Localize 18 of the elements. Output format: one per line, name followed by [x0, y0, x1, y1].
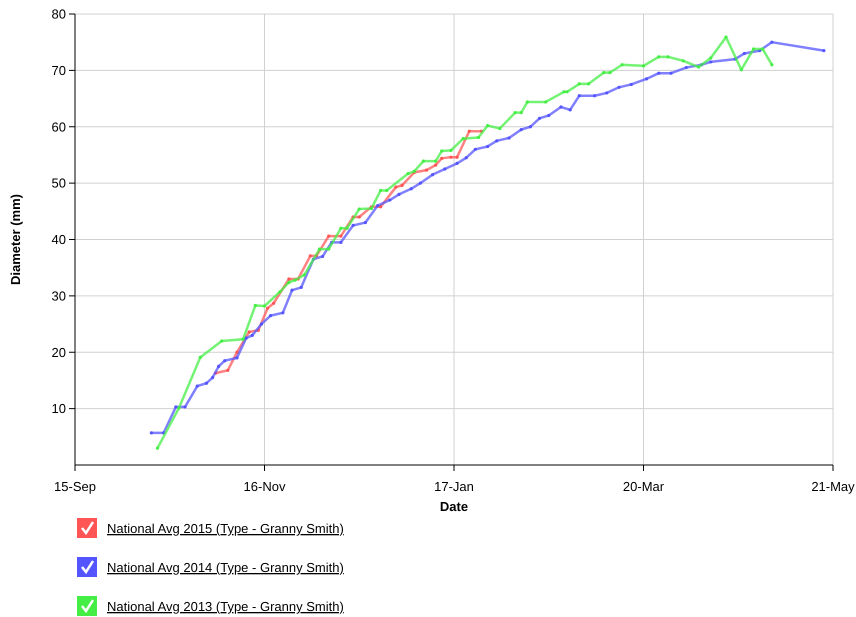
- y-tick-label: 20: [52, 344, 66, 360]
- y-tick-label: 60: [52, 119, 66, 134]
- y-tick-label: 10: [52, 401, 66, 416]
- x-tick-label: 17-Jan: [434, 479, 474, 494]
- legend-label: National Avg 2014 (Type - Granny Smith): [107, 560, 344, 575]
- y-tick-label: 70: [52, 62, 66, 78]
- y-axis-title: Diameter (mm): [8, 194, 23, 286]
- x-tick-label: 15-Sep: [54, 479, 96, 494]
- x-tick-label: 20-Mar: [622, 479, 665, 494]
- y-tick-label: 30: [52, 288, 66, 304]
- x-tick-label: 21-May: [811, 479, 856, 494]
- y-tick-label: 50: [52, 176, 66, 191]
- legend-label: National Avg 2015 (Type - Granny Smith): [107, 521, 344, 536]
- legend-label: National Avg 2013 (Type - Granny Smith): [107, 599, 344, 614]
- x-axis-title: Date: [440, 499, 468, 514]
- y-tick-label: 80: [52, 6, 66, 22]
- x-tick-label: 16-Nov: [244, 479, 286, 494]
- y-tick-label: 40: [52, 232, 66, 247]
